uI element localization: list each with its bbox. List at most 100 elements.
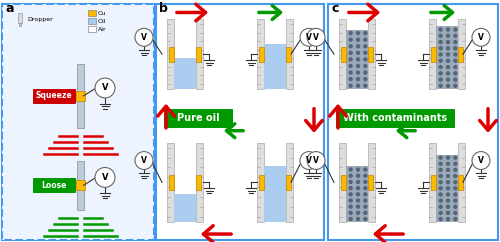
Circle shape	[348, 31, 353, 35]
Circle shape	[453, 162, 458, 166]
Circle shape	[348, 57, 353, 62]
Bar	[368, 143, 375, 222]
Circle shape	[363, 217, 368, 221]
Text: Cu: Cu	[98, 11, 106, 16]
Bar	[174, 194, 196, 222]
Text: c: c	[331, 2, 338, 15]
Bar	[167, 143, 174, 222]
Circle shape	[453, 180, 458, 184]
Bar	[429, 143, 436, 222]
Circle shape	[453, 65, 458, 69]
Bar	[336, 109, 454, 127]
Circle shape	[438, 174, 443, 178]
Circle shape	[446, 34, 450, 38]
Text: Oil: Oil	[98, 19, 106, 24]
Bar	[368, 175, 373, 190]
Circle shape	[446, 52, 450, 57]
Circle shape	[356, 186, 360, 190]
Bar	[286, 175, 291, 190]
Circle shape	[356, 211, 360, 215]
Circle shape	[446, 180, 450, 184]
Bar	[346, 166, 368, 222]
Circle shape	[446, 168, 450, 172]
Bar	[458, 47, 463, 62]
Circle shape	[300, 28, 318, 46]
Text: V: V	[141, 33, 147, 42]
Circle shape	[356, 83, 360, 88]
Text: Loose: Loose	[41, 181, 66, 190]
Circle shape	[356, 198, 360, 203]
Circle shape	[363, 211, 368, 215]
Circle shape	[453, 168, 458, 172]
Text: V: V	[306, 156, 312, 165]
Bar	[431, 47, 436, 62]
Circle shape	[453, 217, 458, 221]
Circle shape	[356, 204, 360, 209]
Circle shape	[348, 38, 353, 42]
Bar	[259, 47, 264, 62]
Circle shape	[356, 77, 360, 81]
Bar	[174, 58, 196, 89]
Bar	[286, 143, 293, 222]
Circle shape	[356, 51, 360, 55]
Bar	[196, 47, 201, 62]
Bar	[32, 89, 74, 103]
Bar	[88, 18, 96, 24]
Circle shape	[446, 217, 450, 221]
Bar	[196, 19, 203, 89]
Bar	[431, 175, 436, 190]
Bar	[257, 19, 264, 89]
Bar	[458, 143, 465, 222]
Circle shape	[348, 211, 353, 215]
Circle shape	[446, 192, 450, 197]
Circle shape	[438, 27, 443, 32]
Circle shape	[363, 192, 368, 197]
Circle shape	[453, 192, 458, 197]
Circle shape	[356, 174, 360, 178]
Bar	[2, 4, 154, 240]
Circle shape	[446, 186, 450, 190]
Bar	[328, 4, 498, 240]
Circle shape	[356, 64, 360, 68]
Circle shape	[438, 40, 443, 44]
Circle shape	[453, 198, 458, 203]
Circle shape	[363, 57, 368, 62]
Bar	[286, 47, 291, 62]
Text: Squeeze: Squeeze	[35, 91, 72, 100]
Circle shape	[356, 38, 360, 42]
Circle shape	[438, 65, 443, 69]
Circle shape	[348, 198, 353, 203]
Text: With contaminants: With contaminants	[343, 113, 447, 123]
Bar	[339, 143, 346, 222]
Circle shape	[356, 192, 360, 197]
Circle shape	[453, 59, 458, 63]
Circle shape	[363, 64, 368, 68]
Circle shape	[363, 198, 368, 203]
Circle shape	[438, 34, 443, 38]
Circle shape	[348, 174, 353, 178]
Bar	[429, 19, 436, 89]
Circle shape	[446, 198, 450, 203]
Circle shape	[453, 40, 458, 44]
Circle shape	[438, 84, 443, 88]
Bar	[436, 26, 458, 89]
Circle shape	[363, 70, 368, 75]
Bar	[2, 4, 154, 240]
Circle shape	[472, 28, 490, 46]
Circle shape	[348, 70, 353, 75]
Circle shape	[438, 192, 443, 197]
Circle shape	[446, 59, 450, 63]
Bar	[76, 160, 84, 210]
Circle shape	[446, 174, 450, 178]
Circle shape	[438, 168, 443, 172]
Circle shape	[348, 51, 353, 55]
Circle shape	[348, 192, 353, 197]
Circle shape	[446, 46, 450, 51]
Bar	[259, 175, 264, 190]
Text: Pure oil: Pure oil	[176, 113, 220, 123]
Circle shape	[446, 211, 450, 215]
Circle shape	[356, 217, 360, 221]
Text: V: V	[306, 33, 312, 42]
Bar	[257, 143, 264, 222]
Circle shape	[446, 71, 450, 76]
